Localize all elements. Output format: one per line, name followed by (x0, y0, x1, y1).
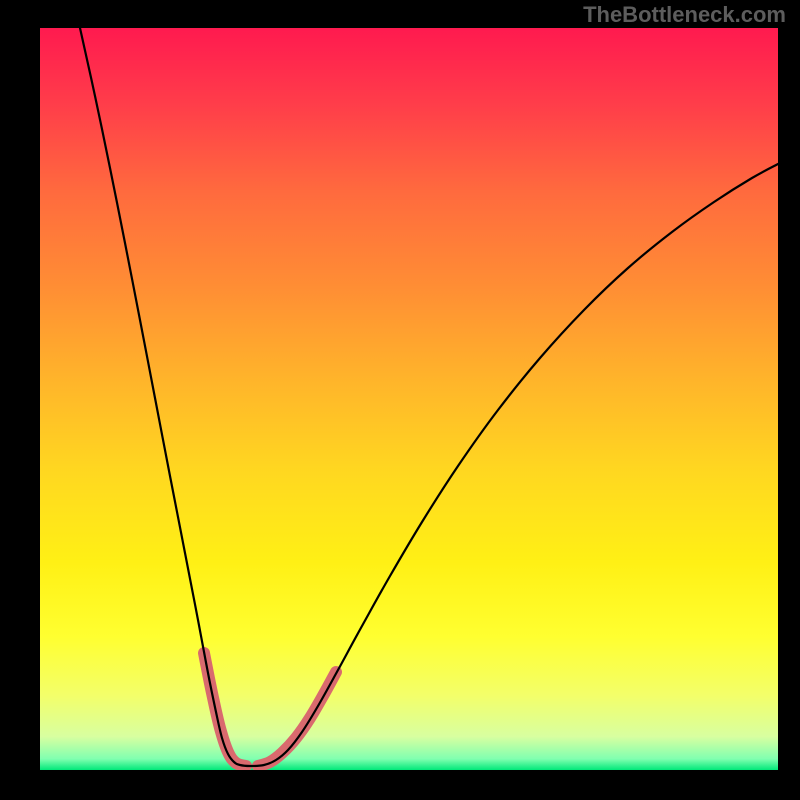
bottleneck-curve (80, 28, 778, 766)
curve-layer (40, 28, 778, 770)
highlight-right (258, 672, 336, 766)
plot-area (40, 28, 778, 770)
watermark-text: TheBottleneck.com (583, 2, 786, 28)
